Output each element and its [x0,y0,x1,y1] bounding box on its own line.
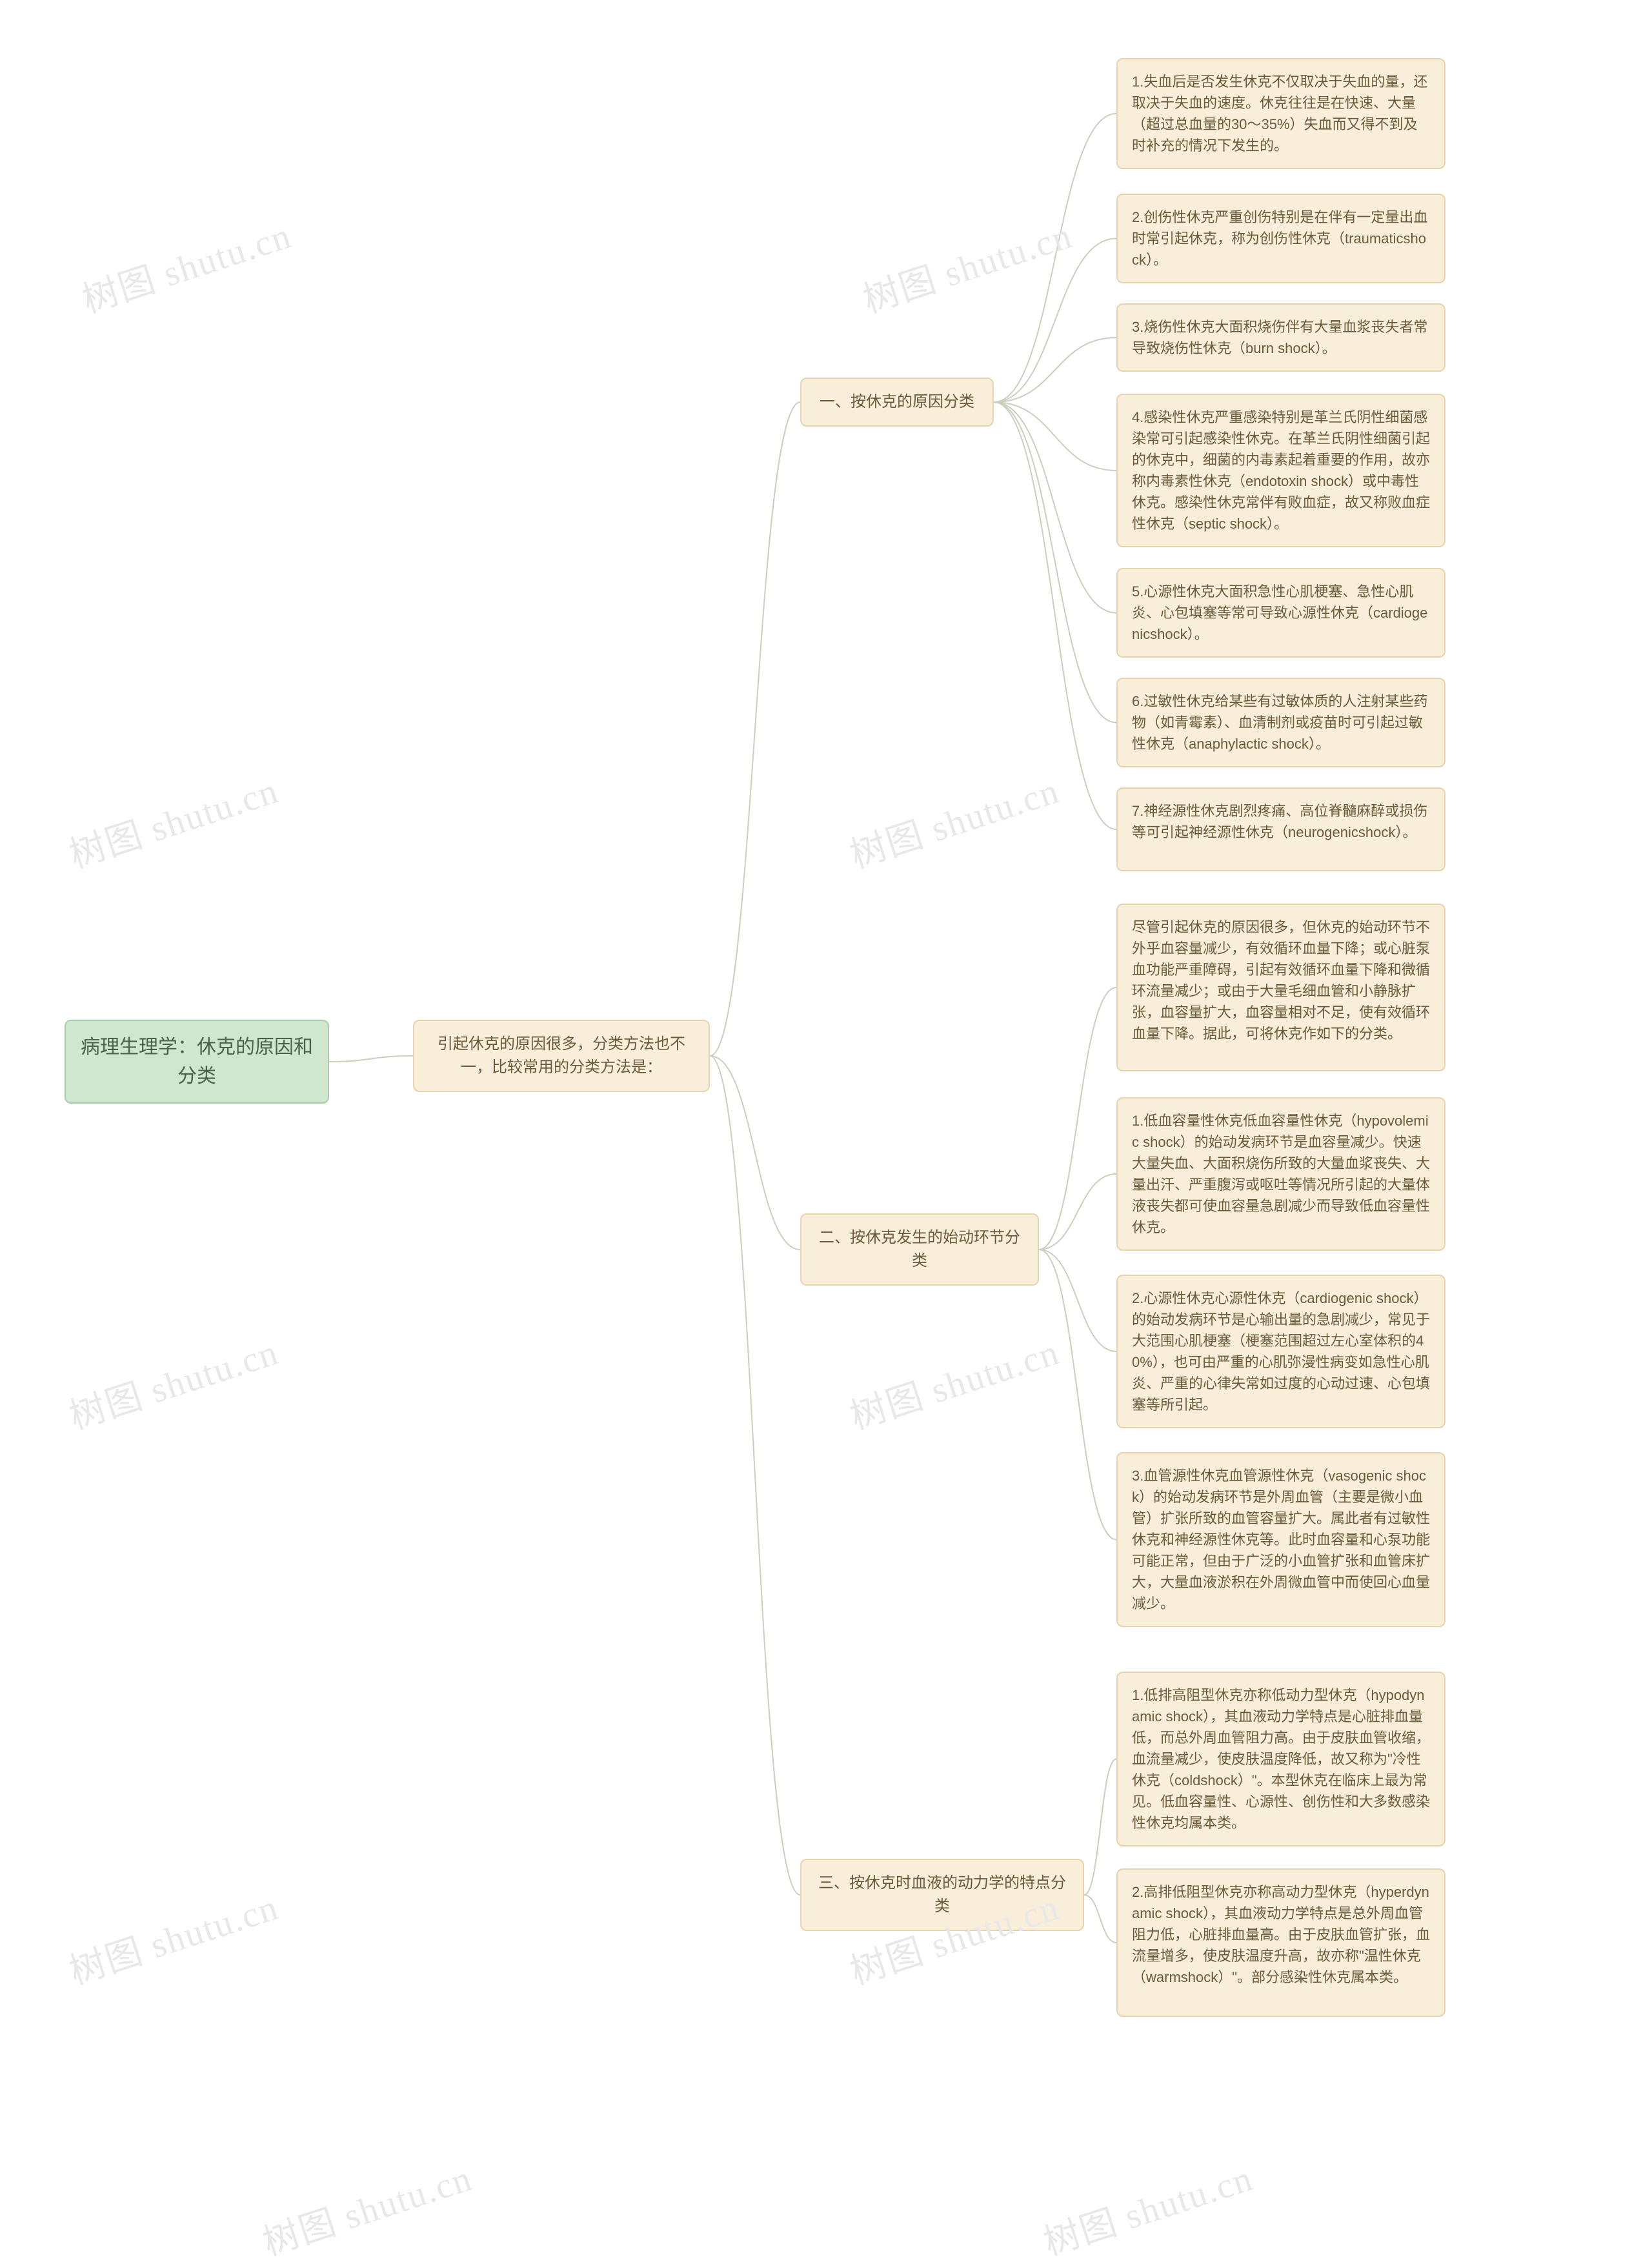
mindmap-node-c2_2: 2.心源性休克心源性休克（cardiogenic shock）的始动发病环节是心… [1116,1275,1446,1428]
mindmap-node-c2_3: 3.血管源性休克血管源性休克（vasogenic shock）的始动发病环节是外… [1116,1452,1446,1627]
connector [994,402,1116,723]
mindmap-node-c3_1: 1.低排高阻型休克亦称低动力型休克（hypodynamic shock），其血液… [1116,1672,1446,1846]
watermark-text: 树图 shutu.cn [62,1878,285,1995]
mindmap-node-c3_2: 2.高排低阻型休克亦称高动力型休克（hyperdynamic shock），其血… [1116,1868,1446,2017]
mindmap-node-c2_1: 1.低血容量性休克低血容量性休克（hypovolemic shock）的始动发病… [1116,1097,1446,1251]
connector [994,239,1116,403]
watermark-text: 树图 shutu.cn [256,2149,478,2266]
mindmap-node-cat2: 二、按休克发生的始动环节分类 [800,1213,1039,1286]
mindmap-node-root: 病理生理学：休克的原因和分类 [65,1020,329,1104]
connector [994,114,1116,402]
connector [994,402,1116,829]
mindmap-node-cat3: 三、按休克时血液的动力学的特点分类 [800,1859,1084,1931]
connector [710,1056,800,1895]
connector [1039,1174,1116,1249]
connector [710,1056,800,1249]
watermark-text: 树图 shutu.cn [62,1323,285,1440]
watermark-text: 树图 shutu.cn [62,762,285,878]
connector [994,338,1116,402]
connector [1039,987,1116,1249]
mindmap-node-intro: 引起休克的原因很多，分类方法也不一，比较常用的分类方法是： [413,1020,710,1092]
mindmap-node-c1_4: 4.感染性休克严重感染特别是革兰氏阴性细菌感染常可引起感染性休克。在革兰氏阴性细… [1116,394,1446,547]
watermark-text: 树图 shutu.cn [843,1323,1065,1440]
connector [1039,1249,1116,1351]
watermark-text: 树图 shutu.cn [75,207,297,323]
mindmap-node-c1_7: 7.神经源性休克剧烈疼痛、高位脊髓麻醉或损伤等可引起神经源性休克（neuroge… [1116,787,1446,871]
connector [994,402,1116,470]
watermark-text: 树图 shutu.cn [1036,2149,1259,2266]
mindmap-node-c1_2: 2.创伤性休克严重创伤特别是在伴有一定量出血时常引起休克，称为创伤性休克（tra… [1116,194,1446,283]
mindmap-node-cat1: 一、按休克的原因分类 [800,378,994,427]
connector [1039,1249,1116,1540]
watermark-text: 树图 shutu.cn [856,207,1078,323]
connector [994,402,1116,613]
mindmap-node-c1_6: 6.过敏性休克给某些有过敏体质的人注射某些药物（如青霉素）、血清制剂或疫苗时可引… [1116,678,1446,767]
mindmap-node-c1_1: 1.失血后是否发生休克不仅取决于失血的量，还取决于失血的速度。休克往往是在快速、… [1116,58,1446,169]
connector [710,402,800,1056]
watermark-text: 树图 shutu.cn [843,762,1065,878]
mindmap-node-c1_5: 5.心源性休克大面积急性心肌梗塞、急性心肌炎、心包填塞等常可导致心源性休克（ca… [1116,568,1446,658]
connector [1084,1895,1116,1943]
mindmap-node-c1_3: 3.烧伤性休克大面积烧伤伴有大量血浆丧失者常导致烧伤性休克（burn shock… [1116,303,1446,372]
connector [1084,1759,1116,1896]
mindmap-node-c2_0: 尽管引起休克的原因很多，但休克的始动环节不外乎血容量减少，有效循环血量下降；或心… [1116,904,1446,1071]
connector [329,1056,413,1062]
